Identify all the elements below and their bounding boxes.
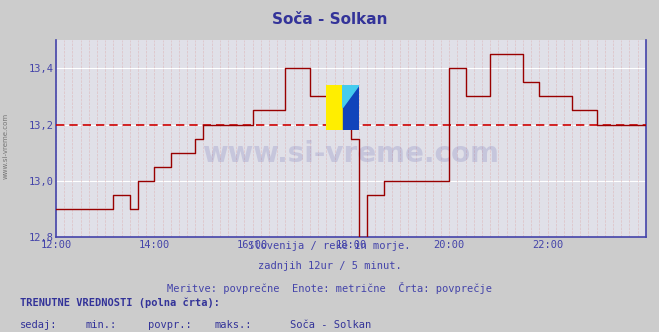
Text: zadnjih 12ur / 5 minut.: zadnjih 12ur / 5 minut. — [258, 261, 401, 271]
Bar — [326, 85, 343, 130]
Text: sedaj:: sedaj: — [20, 320, 57, 330]
Text: Slovenija / reke in morje.: Slovenija / reke in morje. — [248, 241, 411, 251]
Text: povpr.:: povpr.: — [148, 320, 192, 330]
Text: Soča - Solkan: Soča - Solkan — [272, 12, 387, 27]
Text: min.:: min.: — [86, 320, 117, 330]
Text: Meritve: povprečne  Enote: metrične  Črta: povprečje: Meritve: povprečne Enote: metrične Črta:… — [167, 282, 492, 294]
Bar — [343, 85, 359, 130]
Text: Soča - Solkan: Soča - Solkan — [290, 320, 371, 330]
Polygon shape — [343, 85, 359, 108]
Text: www.si-vreme.com: www.si-vreme.com — [2, 113, 9, 179]
Text: www.si-vreme.com: www.si-vreme.com — [202, 140, 500, 168]
Text: maks.:: maks.: — [214, 320, 252, 330]
Text: TRENUTNE VREDNOSTI (polna črta):: TRENUTNE VREDNOSTI (polna črta): — [20, 297, 219, 308]
